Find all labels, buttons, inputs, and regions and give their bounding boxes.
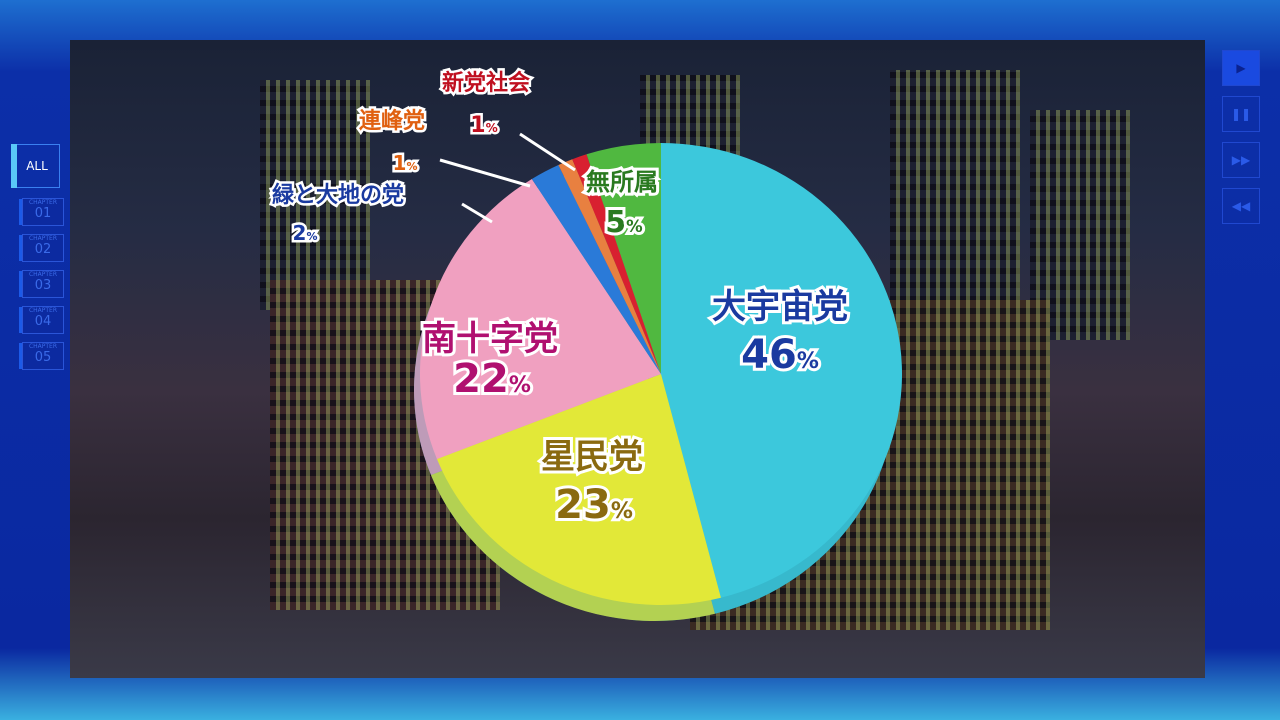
pie-slice-5 (572, 154, 661, 374)
pie-slice-2 (420, 178, 661, 460)
rewind-button[interactable]: ◀◀ (1222, 188, 1260, 224)
slice-label: 新党社会 (442, 70, 530, 96)
chapter-05-button[interactable]: CHAPTER 05 (19, 342, 64, 370)
pause-button[interactable]: ❚❚ (1222, 96, 1260, 132)
chapter-number: 04 (34, 314, 52, 329)
play-icon: ▶ (1236, 61, 1246, 75)
chapter-04-button[interactable]: CHAPTER 04 (19, 306, 64, 334)
pie-slice-4 (558, 159, 661, 374)
chapter-01-button[interactable]: CHAPTER 01 (19, 198, 64, 226)
chapter-03-button[interactable]: CHAPTER 03 (19, 270, 64, 298)
chapter-word: CHAPTER (28, 235, 58, 242)
slice-value: 1% (470, 113, 497, 138)
pie-slice-1 (436, 374, 721, 606)
chapter-number: 03 (34, 278, 52, 293)
chapter-word: CHAPTER (28, 199, 58, 206)
slice-label: 無所属 (586, 168, 658, 196)
chapter-number: 05 (34, 350, 52, 365)
slice-label: 星民党 (541, 437, 643, 477)
pie-slice-3 (531, 164, 661, 374)
chapter-02-button[interactable]: CHAPTER 02 (19, 234, 64, 262)
leader-line (519, 132, 576, 172)
play-button[interactable]: ▶ (1222, 50, 1260, 86)
chapter-number: 01 (34, 206, 52, 221)
pie-slice-6 (586, 143, 661, 374)
chapter-number: 02 (34, 242, 52, 257)
pause-icon: ❚❚ (1230, 107, 1252, 121)
slice-value: 1% (393, 151, 418, 175)
fast-forward-icon: ▶▶ (1231, 153, 1251, 167)
slice-label: 南十字党 (422, 319, 558, 359)
chapter-word: CHAPTER (28, 343, 58, 350)
slice-label: 大宇宙党 (712, 287, 848, 327)
all-chapters-button[interactable]: ALL (11, 144, 60, 188)
slice-value: 2% (293, 221, 318, 245)
leader-line (461, 202, 493, 224)
slice-label: 連峰党 (359, 109, 425, 134)
rewind-icon: ◀◀ (1231, 199, 1251, 213)
chapter-word: CHAPTER (28, 271, 58, 278)
pie-slice-0 (661, 143, 903, 598)
slice-label: 緑と大地の党 (272, 182, 404, 208)
leader-line (439, 158, 531, 188)
chapter-word: CHAPTER (28, 307, 58, 314)
fast-forward-button[interactable]: ▶▶ (1222, 142, 1260, 178)
